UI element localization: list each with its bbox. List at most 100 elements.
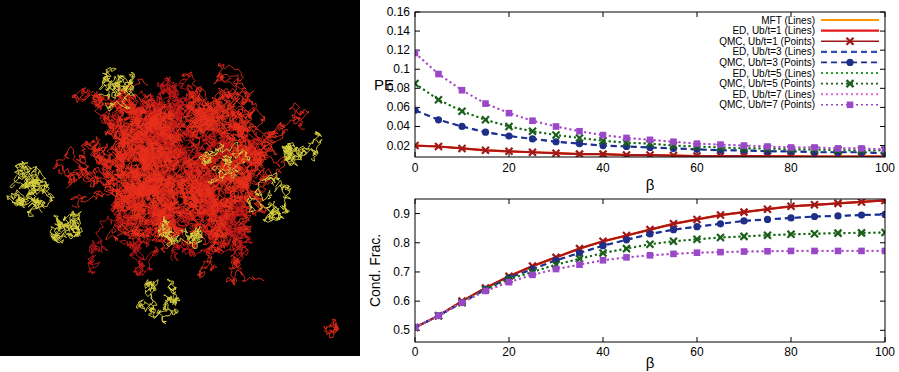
worldline	[247, 196, 280, 216]
data-point	[835, 200, 842, 207]
data-point	[435, 312, 442, 319]
data-point	[576, 261, 583, 268]
legend-label: MFT (Lines)	[761, 15, 815, 26]
data-point	[882, 229, 886, 236]
data-point	[435, 143, 442, 150]
x-tick	[697, 337, 698, 342]
data-point	[764, 206, 771, 213]
data-point	[835, 230, 842, 237]
x-tick-mirror	[697, 199, 698, 204]
data-point	[858, 199, 865, 205]
y-tick	[415, 126, 420, 127]
series-line	[415, 53, 885, 149]
data-point	[459, 299, 466, 306]
image-background	[0, 0, 360, 356]
data-point	[881, 211, 885, 218]
worldline	[282, 143, 306, 162]
data-point	[506, 279, 513, 286]
worldline	[50, 227, 69, 244]
y-tick-label: 0.7	[393, 265, 410, 279]
series-line	[415, 251, 885, 327]
data-point	[529, 272, 536, 279]
worldline	[145, 280, 159, 298]
y-tick-label: 0.6	[393, 294, 410, 308]
data-point	[670, 238, 677, 245]
data-point	[415, 107, 419, 114]
y-tick-label: 0.1	[393, 62, 410, 76]
y-tick-mirror	[880, 301, 885, 302]
y-tick-label: 0.12	[387, 43, 411, 57]
plot-frame	[415, 199, 885, 342]
data-point	[529, 135, 536, 142]
y-tick	[415, 301, 420, 302]
data-point	[811, 248, 818, 255]
worldline	[176, 138, 243, 173]
y-tick-mirror	[880, 69, 885, 70]
y-tick	[415, 271, 420, 272]
worldline	[100, 75, 125, 99]
data-point	[599, 242, 606, 249]
data-point	[811, 230, 818, 237]
data-point	[882, 199, 886, 204]
data-point	[858, 145, 865, 152]
x-tick-mirror	[509, 199, 510, 204]
data-point	[415, 142, 419, 149]
worldline	[159, 295, 179, 324]
y-tick-label: 0.04	[387, 119, 411, 133]
legend-label: QMC, Ub/t=7 (Points)	[719, 99, 815, 110]
series-line	[415, 214, 885, 327]
legend-label: ED, Ub/t=3 (Lines)	[732, 46, 815, 57]
data-point	[435, 312, 442, 319]
data-point	[670, 152, 677, 157]
data-point	[576, 134, 583, 141]
data-point	[576, 128, 583, 135]
y-tick-label: 0.9	[393, 207, 410, 221]
legend-label: QMC, Ub/t=5 (Points)	[719, 78, 815, 89]
worldline	[324, 319, 339, 338]
x-tick-mirror	[509, 12, 510, 17]
data-point	[694, 236, 701, 243]
data-point	[415, 324, 419, 331]
y-tick-mirror	[880, 88, 885, 89]
series-line	[415, 200, 885, 327]
data-point	[647, 252, 654, 259]
data-point	[717, 234, 724, 241]
data-point	[482, 147, 489, 154]
worldline	[6, 190, 34, 206]
series-line	[415, 214, 885, 327]
series-line	[415, 110, 885, 153]
legend-label: ED, Ub/t=7 (Lines)	[732, 89, 815, 100]
data-point	[506, 148, 513, 155]
x-tick	[509, 337, 510, 342]
data-point	[506, 110, 513, 117]
data-point	[482, 100, 489, 107]
series-line	[415, 233, 885, 328]
x-tick-mirror	[603, 199, 604, 204]
plot-area	[415, 199, 885, 331]
x-tick-mirror	[697, 12, 698, 17]
y-tick-label: 0.8	[393, 236, 410, 250]
legend-marker	[847, 80, 854, 87]
y-tick-label: 0.06	[387, 100, 411, 114]
worldline	[136, 298, 161, 319]
data-point	[623, 152, 630, 157]
worldline	[111, 160, 154, 205]
worldline	[158, 222, 184, 237]
x-tick-label: 80	[784, 345, 798, 359]
y-tick-mirror	[880, 271, 885, 272]
data-point	[835, 248, 842, 255]
data-point	[811, 201, 818, 208]
data-point	[435, 116, 442, 123]
worldline	[64, 215, 82, 240]
worldline	[263, 201, 284, 222]
worldline	[114, 151, 169, 219]
worldline	[186, 227, 203, 249]
data-point	[415, 80, 419, 87]
data-point	[435, 96, 442, 103]
worldline	[226, 166, 251, 191]
x-axis-label: β	[646, 176, 655, 193]
series-line	[415, 251, 885, 327]
worldline	[167, 279, 180, 306]
data-point	[717, 220, 724, 227]
legend-label: ED, Ub/t=1 (Lines)	[732, 25, 815, 36]
